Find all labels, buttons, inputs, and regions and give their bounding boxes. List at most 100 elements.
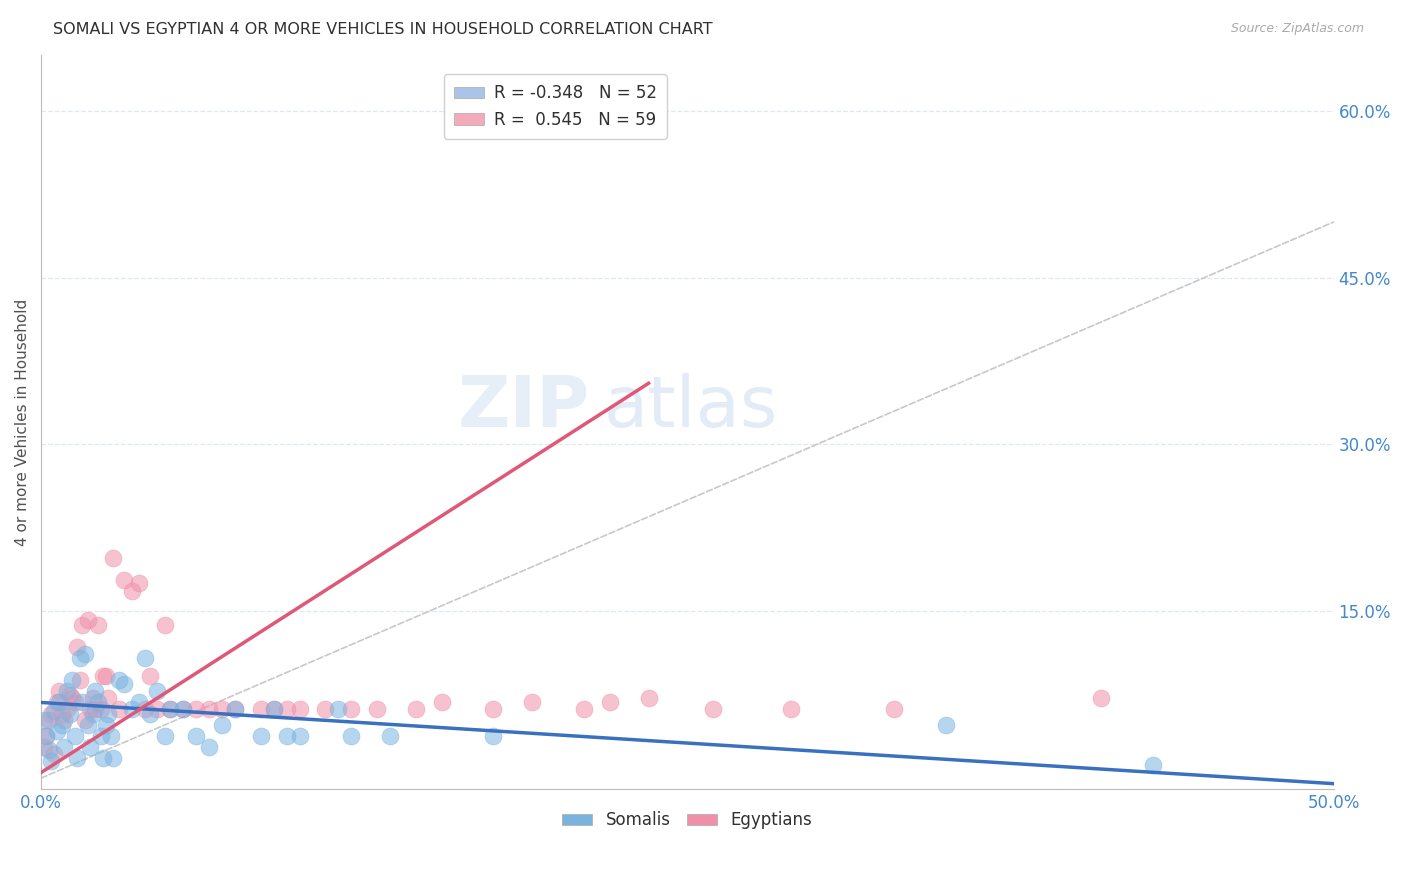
Point — [186, 702, 208, 716]
Point — [103, 550, 125, 565]
Point — [41, 706, 63, 721]
Point — [935, 717, 957, 731]
Point — [94, 669, 117, 683]
Point — [63, 729, 86, 743]
Point — [103, 751, 125, 765]
Point — [779, 702, 801, 716]
Point — [263, 702, 285, 716]
Point — [45, 696, 67, 710]
Text: atlas: atlas — [603, 373, 778, 442]
Point — [76, 717, 98, 731]
Point — [42, 747, 65, 761]
Text: ZIP: ZIP — [458, 373, 591, 442]
Point — [41, 755, 63, 769]
Point — [250, 729, 273, 743]
Point — [314, 702, 336, 716]
Point — [883, 702, 905, 716]
Text: Source: ZipAtlas.com: Source: ZipAtlas.com — [1230, 22, 1364, 36]
Point — [288, 729, 311, 743]
Point — [112, 573, 135, 587]
Point — [172, 702, 194, 716]
Point — [51, 717, 73, 731]
Point — [35, 729, 58, 743]
Legend: Somalis, Egyptians: Somalis, Egyptians — [555, 805, 820, 836]
Point — [405, 702, 427, 716]
Point — [134, 651, 156, 665]
Point — [32, 713, 55, 727]
Point — [198, 739, 221, 754]
Point — [146, 702, 169, 716]
Point — [172, 702, 194, 716]
Point — [66, 751, 89, 765]
Point — [159, 702, 181, 716]
Point — [60, 691, 83, 706]
Point — [276, 702, 298, 716]
Point — [97, 706, 120, 721]
Point — [56, 702, 79, 716]
Point — [263, 702, 285, 716]
Point — [482, 702, 505, 716]
Point — [91, 669, 114, 683]
Point — [100, 729, 122, 743]
Point — [121, 584, 143, 599]
Point — [112, 676, 135, 690]
Point — [288, 702, 311, 716]
Point — [42, 704, 65, 718]
Point — [224, 702, 246, 716]
Point — [73, 713, 96, 727]
Point — [572, 702, 595, 716]
Point — [378, 729, 401, 743]
Point — [90, 702, 112, 716]
Point — [250, 702, 273, 716]
Point — [38, 743, 60, 757]
Point — [138, 669, 160, 683]
Point — [599, 696, 621, 710]
Point — [60, 673, 83, 688]
Point — [134, 702, 156, 716]
Point — [107, 673, 129, 688]
Point — [58, 706, 80, 721]
Point — [72, 617, 94, 632]
Point — [63, 696, 86, 710]
Point — [76, 613, 98, 627]
Point — [79, 702, 101, 716]
Point — [94, 717, 117, 731]
Point — [198, 702, 221, 716]
Point — [91, 751, 114, 765]
Point — [48, 684, 70, 698]
Point — [153, 617, 176, 632]
Point — [66, 640, 89, 654]
Point — [340, 729, 363, 743]
Point — [276, 729, 298, 743]
Y-axis label: 4 or more Vehicles in Household: 4 or more Vehicles in Household — [15, 299, 30, 546]
Point — [51, 706, 73, 721]
Point — [637, 691, 659, 706]
Point — [73, 647, 96, 661]
Point — [107, 702, 129, 716]
Point — [45, 724, 67, 739]
Point — [153, 729, 176, 743]
Point — [430, 696, 453, 710]
Point — [482, 729, 505, 743]
Point — [38, 713, 60, 727]
Point — [84, 702, 107, 716]
Point — [1090, 691, 1112, 706]
Point — [128, 576, 150, 591]
Point — [211, 702, 233, 716]
Point — [224, 702, 246, 716]
Point — [90, 729, 112, 743]
Point — [366, 702, 388, 716]
Point — [32, 739, 55, 754]
Point — [211, 717, 233, 731]
Point — [53, 713, 76, 727]
Point — [97, 691, 120, 706]
Point — [522, 696, 544, 710]
Point — [58, 688, 80, 702]
Point — [72, 696, 94, 710]
Point — [146, 684, 169, 698]
Point — [69, 651, 91, 665]
Point — [82, 706, 104, 721]
Point — [128, 696, 150, 710]
Point — [1142, 757, 1164, 772]
Point — [340, 702, 363, 716]
